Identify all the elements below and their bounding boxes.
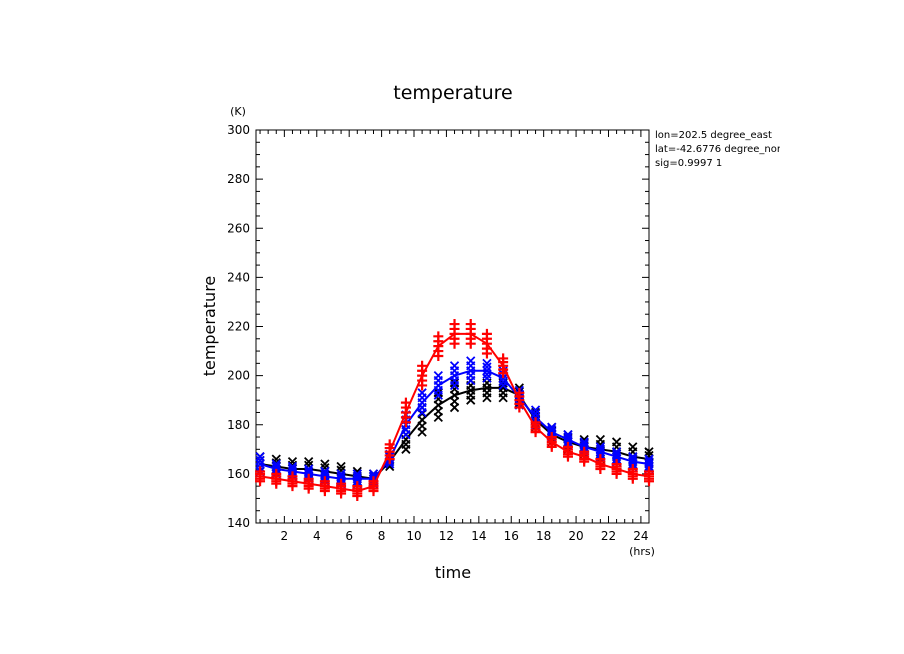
series-blue-marker — [433, 370, 443, 381]
series-black-marker — [595, 434, 606, 445]
info-line-lat: lat=-42.6776 degree_north — [655, 144, 791, 155]
y-unit-label: (K) — [230, 105, 246, 118]
x-tick-label: 20 — [568, 529, 583, 543]
x-tick-label: 4 — [313, 529, 321, 543]
series-red-marker — [546, 432, 557, 443]
x-tick-label: 22 — [601, 529, 616, 543]
series-red-marker — [627, 463, 638, 474]
series-blue-marker — [336, 469, 346, 479]
y-tick-label: 160 — [227, 467, 250, 481]
series-red-marker — [595, 454, 606, 465]
x-unit-label: (hrs) — [629, 545, 655, 558]
series-red-marker — [579, 446, 590, 457]
x-tick-label: 12 — [439, 529, 454, 543]
series-blue-marker — [449, 361, 460, 371]
x-axis-label: time — [435, 563, 471, 582]
series-black-marker — [336, 461, 346, 472]
info-clip-mask — [780, 128, 904, 172]
series-blue-marker — [611, 447, 622, 457]
series-red-marker — [271, 468, 282, 479]
info-line-sig: sig=0.9997 1 — [655, 158, 722, 169]
series-black-marker — [433, 388, 443, 398]
series-blue-marker — [352, 469, 362, 479]
series-black-marker — [449, 378, 460, 388]
series-red-marker — [287, 471, 298, 482]
y-tick-label: 200 — [227, 369, 250, 383]
x-tick-label: 18 — [536, 529, 551, 543]
y-tick-label: 180 — [227, 418, 250, 432]
series-blue-marker — [287, 461, 298, 472]
info-line-lon: lon=202.5 degree_east — [655, 130, 772, 141]
x-tick-label: 16 — [504, 529, 519, 543]
series-black-marker — [644, 447, 654, 457]
series-black-marker — [320, 459, 330, 469]
series-blue-marker — [482, 362, 492, 372]
series-blue-marker — [304, 464, 314, 474]
series-blue-marker — [482, 358, 492, 368]
series-blue-marker — [595, 442, 606, 452]
x-tick-label: 10 — [406, 529, 421, 543]
series-black-marker — [628, 442, 638, 452]
series-blue-marker — [466, 356, 476, 366]
x-tick-label: 14 — [471, 529, 486, 543]
x-tick-label: 8 — [378, 529, 386, 543]
series-red-marker — [417, 360, 428, 371]
series-blue-marker — [417, 388, 427, 398]
series-blue-marker — [255, 455, 265, 466]
series-red-marker — [562, 441, 573, 452]
series-black-marker — [611, 437, 622, 447]
series-red-marker — [449, 319, 460, 330]
series-blue-marker — [255, 452, 265, 462]
y-tick-label: 260 — [227, 221, 250, 235]
y-tick-label: 280 — [227, 172, 250, 186]
series-red-marker — [352, 481, 363, 492]
series-blue-marker — [628, 452, 638, 462]
series-red-marker — [611, 459, 622, 470]
chart-title: temperature — [393, 82, 512, 104]
x-tick-label: 2 — [281, 529, 289, 543]
series-blue-marker — [320, 466, 330, 477]
series-red-marker — [433, 331, 444, 342]
x-tick-label: 6 — [345, 529, 353, 543]
series-red-marker — [255, 466, 266, 477]
series-red-marker — [644, 466, 654, 477]
series-red-marker — [498, 353, 509, 364]
plot-frame — [255, 129, 650, 524]
series-red-marker — [336, 478, 347, 489]
series-blue-marker — [482, 373, 492, 383]
series-black-marker — [304, 456, 314, 467]
x-tick-label: 24 — [633, 529, 648, 543]
series-red-marker — [303, 473, 314, 484]
y-tick-label: 240 — [227, 270, 250, 284]
series-red-marker — [319, 476, 330, 487]
y-tick-label: 300 — [227, 123, 250, 137]
y-tick-label: 220 — [227, 320, 250, 334]
y-axis-label: temperature — [200, 276, 219, 377]
series-blue-marker — [530, 409, 541, 419]
series-red-marker — [481, 328, 492, 339]
series-red-marker — [465, 319, 476, 330]
series-red-line — [259, 332, 650, 493]
y-tick-label: 140 — [227, 516, 250, 530]
series-blue-marker — [644, 454, 654, 464]
series-blue-line — [259, 369, 650, 480]
series-blue-marker — [271, 459, 281, 469]
series-blue-marker — [498, 377, 508, 387]
